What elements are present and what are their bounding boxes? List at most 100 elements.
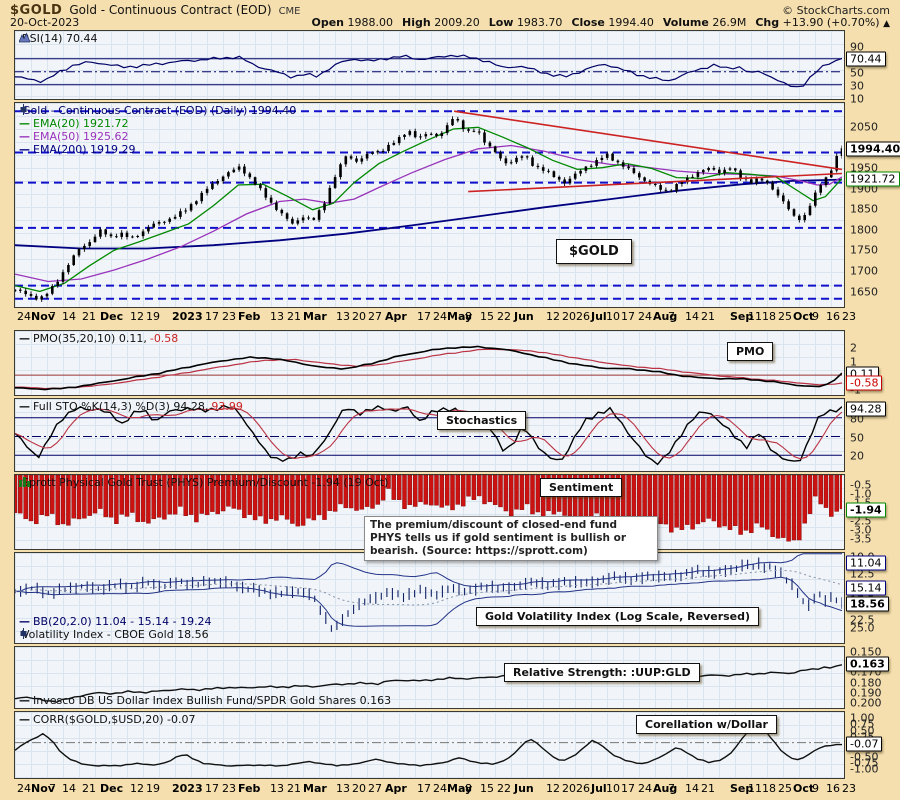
exchange: CME [278,6,301,17]
sentiment-panel: Sprott Physical Gold Trust (PHYS) Premiu… [14,474,886,550]
ema20-line-icon: — [19,116,30,130]
correlation-plot [15,723,842,767]
rsi-legend: RSI(14) 70.44 [19,32,97,45]
y-axis-tick: 25.0 [850,621,875,635]
vix-legend-text: Volatility Index - CBOE Gold 18.56 [22,628,209,641]
x-axis-label: 22 [497,310,511,323]
x-axis-label: Sep [730,310,754,323]
pmo-line-icon: — [19,331,30,345]
y-axis-price-tag: 94.28 [846,401,886,417]
x-axis-label: 13 [270,310,284,323]
corr-line-icon: — [19,712,30,726]
x-axis-label: 21 [701,782,715,795]
y-axis-tick: 1750 [850,243,878,257]
x-axis-label: 12 [130,310,144,323]
vix-legend: Volatility Index - CBOE Gold 18.56 [19,628,209,641]
x-axis-label: 12 [546,782,560,795]
x-axis-label: 24 [433,782,447,795]
x-axis-label: 2023 [172,310,203,323]
x-axis-label: 20 [562,310,576,323]
corr-legend-text: CORR($GOLD,$USD,20) -0.07 [33,713,196,726]
quote-volume: Volume 26.9M [662,16,747,29]
x-axis-label: 20 [352,782,366,795]
y-axis-price-tag: -0.07 [846,736,883,752]
x-axis-label: 9 [812,310,819,323]
x-axis-label: 12 [130,782,144,795]
symbol-description: Gold - Continuous Contract (EOD) [69,3,272,17]
rs-legend: — Invesco DB US Dollar Index Bullish Fund… [19,694,391,707]
sto-signal-value: 93.99 [211,400,243,413]
x-axis-label: Feb [238,782,261,795]
x-axis-label: 21 [82,310,96,323]
y-axis-price-tag: 70.44 [846,51,886,67]
x-axis-label: 13 [336,310,350,323]
corr-legend: — CORR($GOLD,$USD,20) -0.07 [19,713,195,726]
x-axis-label: 11 [748,782,762,795]
y-axis-tick: 30 [850,79,864,93]
x-axis-label: 10 [606,782,620,795]
x-axis-label: 14 [685,310,699,323]
y-axis-tick: -0.5 [850,478,872,492]
x-axis-label: 23 [842,782,856,795]
x-axis-label: 14 [62,310,76,323]
x-axis-label: Aug [653,782,678,795]
quote-low: Low 1983.70 [488,16,563,29]
x-axis-label: Dec [100,782,124,795]
up-arrow-icon: ▲ [883,19,890,29]
x-axis-label: Feb [238,310,261,323]
quote-open: Open 1988.00 [311,16,394,29]
x-axis-label: Apr [385,782,407,795]
y-axis-tick: -3.0 [850,523,872,537]
x-axis-label: 21 [287,782,301,795]
y-axis-price-tag: -0.58 [846,375,883,391]
price-legend: Gold - Continuous Contract (EOD) (Daily)… [19,104,296,156]
y-axis-tick: 0.180 [850,676,882,690]
ema200-legend-text: EMA(200) 1919.29 [33,143,136,156]
rs-line-icon: — [19,693,30,707]
x-axis-label: 24 [17,782,31,795]
price-plot [15,110,842,302]
x-axis-label: 21 [82,782,96,795]
y-axis-tick: 20 [850,449,864,463]
y-axis-price-tag: 1921.72 [846,171,900,187]
price-legend-text: Gold - Continuous Contract (EOD) (Daily)… [22,104,297,117]
correlation-panel: —CORR($GOLD,$USD,20) -0.07 1.000.750.500… [14,711,883,779]
quote-high: High 2009.20 [402,16,480,29]
quote-close: Close 1994.40 [571,16,654,29]
bb-legend-text: BB(20,2.0) 11.04 - 15.14 - 19.24 [33,615,212,628]
ema50-legend-text: EMA(50) 1925.62 [33,130,129,143]
stochastics-legend: — Full STO %K(14,3) %D(3) 94.28, 93.99 [19,400,243,413]
correlation-label-box: Corellation w/Dollar [636,715,777,734]
gold-label-box: $GOLD [556,239,632,264]
x-axis-label: 14 [62,782,76,795]
x-axis-label: 23 [222,310,236,323]
y-axis-tick: 50 [850,431,864,444]
x-axis-label: Jun [514,310,534,323]
x-axis-mid: 24 Nov 7 14 21 Dec 12 19 2023 17 23 Feb 13 21 Mar 13 20 2… [0,308,900,326]
x-axis-label: 21 [287,310,301,323]
bb-legend: — BB(20,2.0) 11.04 - 15.14 - 19.24 [19,615,212,628]
x-axis-label: 12 [546,310,560,323]
pmo-legend: — PMO(35,20,10) 0.11, -0.58 [19,332,178,345]
x-axis-label: 17 [417,782,431,795]
x-axis-label: 2023 [172,782,203,795]
x-axis-label: 21 [701,310,715,323]
x-axis-bottom: 24 Nov 7 14 21 Dec 12 19 2023 17 23 Feb 13 21 Mar 13 20 2… [0,780,900,798]
x-axis-label: 13 [270,782,284,795]
x-axis-label: 11 [748,310,762,323]
x-axis-label: 13 [336,782,350,795]
x-axis-label: Nov [31,310,55,323]
y-axis-tick: -3.5 [850,532,872,546]
y-axis-tick: 90 [850,40,864,54]
x-axis-label: 17 [205,310,219,323]
y-axis-tick: 0.50 [850,724,875,738]
x-axis-label: 16 [826,310,840,323]
y-axis-tick: -0.50 [850,750,879,764]
y-axis-tick: -2.5 [850,514,872,528]
y-axis-tick: 10 [850,92,864,106]
y-axis-tick: 22.5 [850,613,875,626]
y-axis-tick: -1.0 [850,487,872,501]
x-axis-label: 16 [826,782,840,795]
y-axis-price-tag: 11.04 [846,555,886,571]
x-axis-label: 24 [433,310,447,323]
